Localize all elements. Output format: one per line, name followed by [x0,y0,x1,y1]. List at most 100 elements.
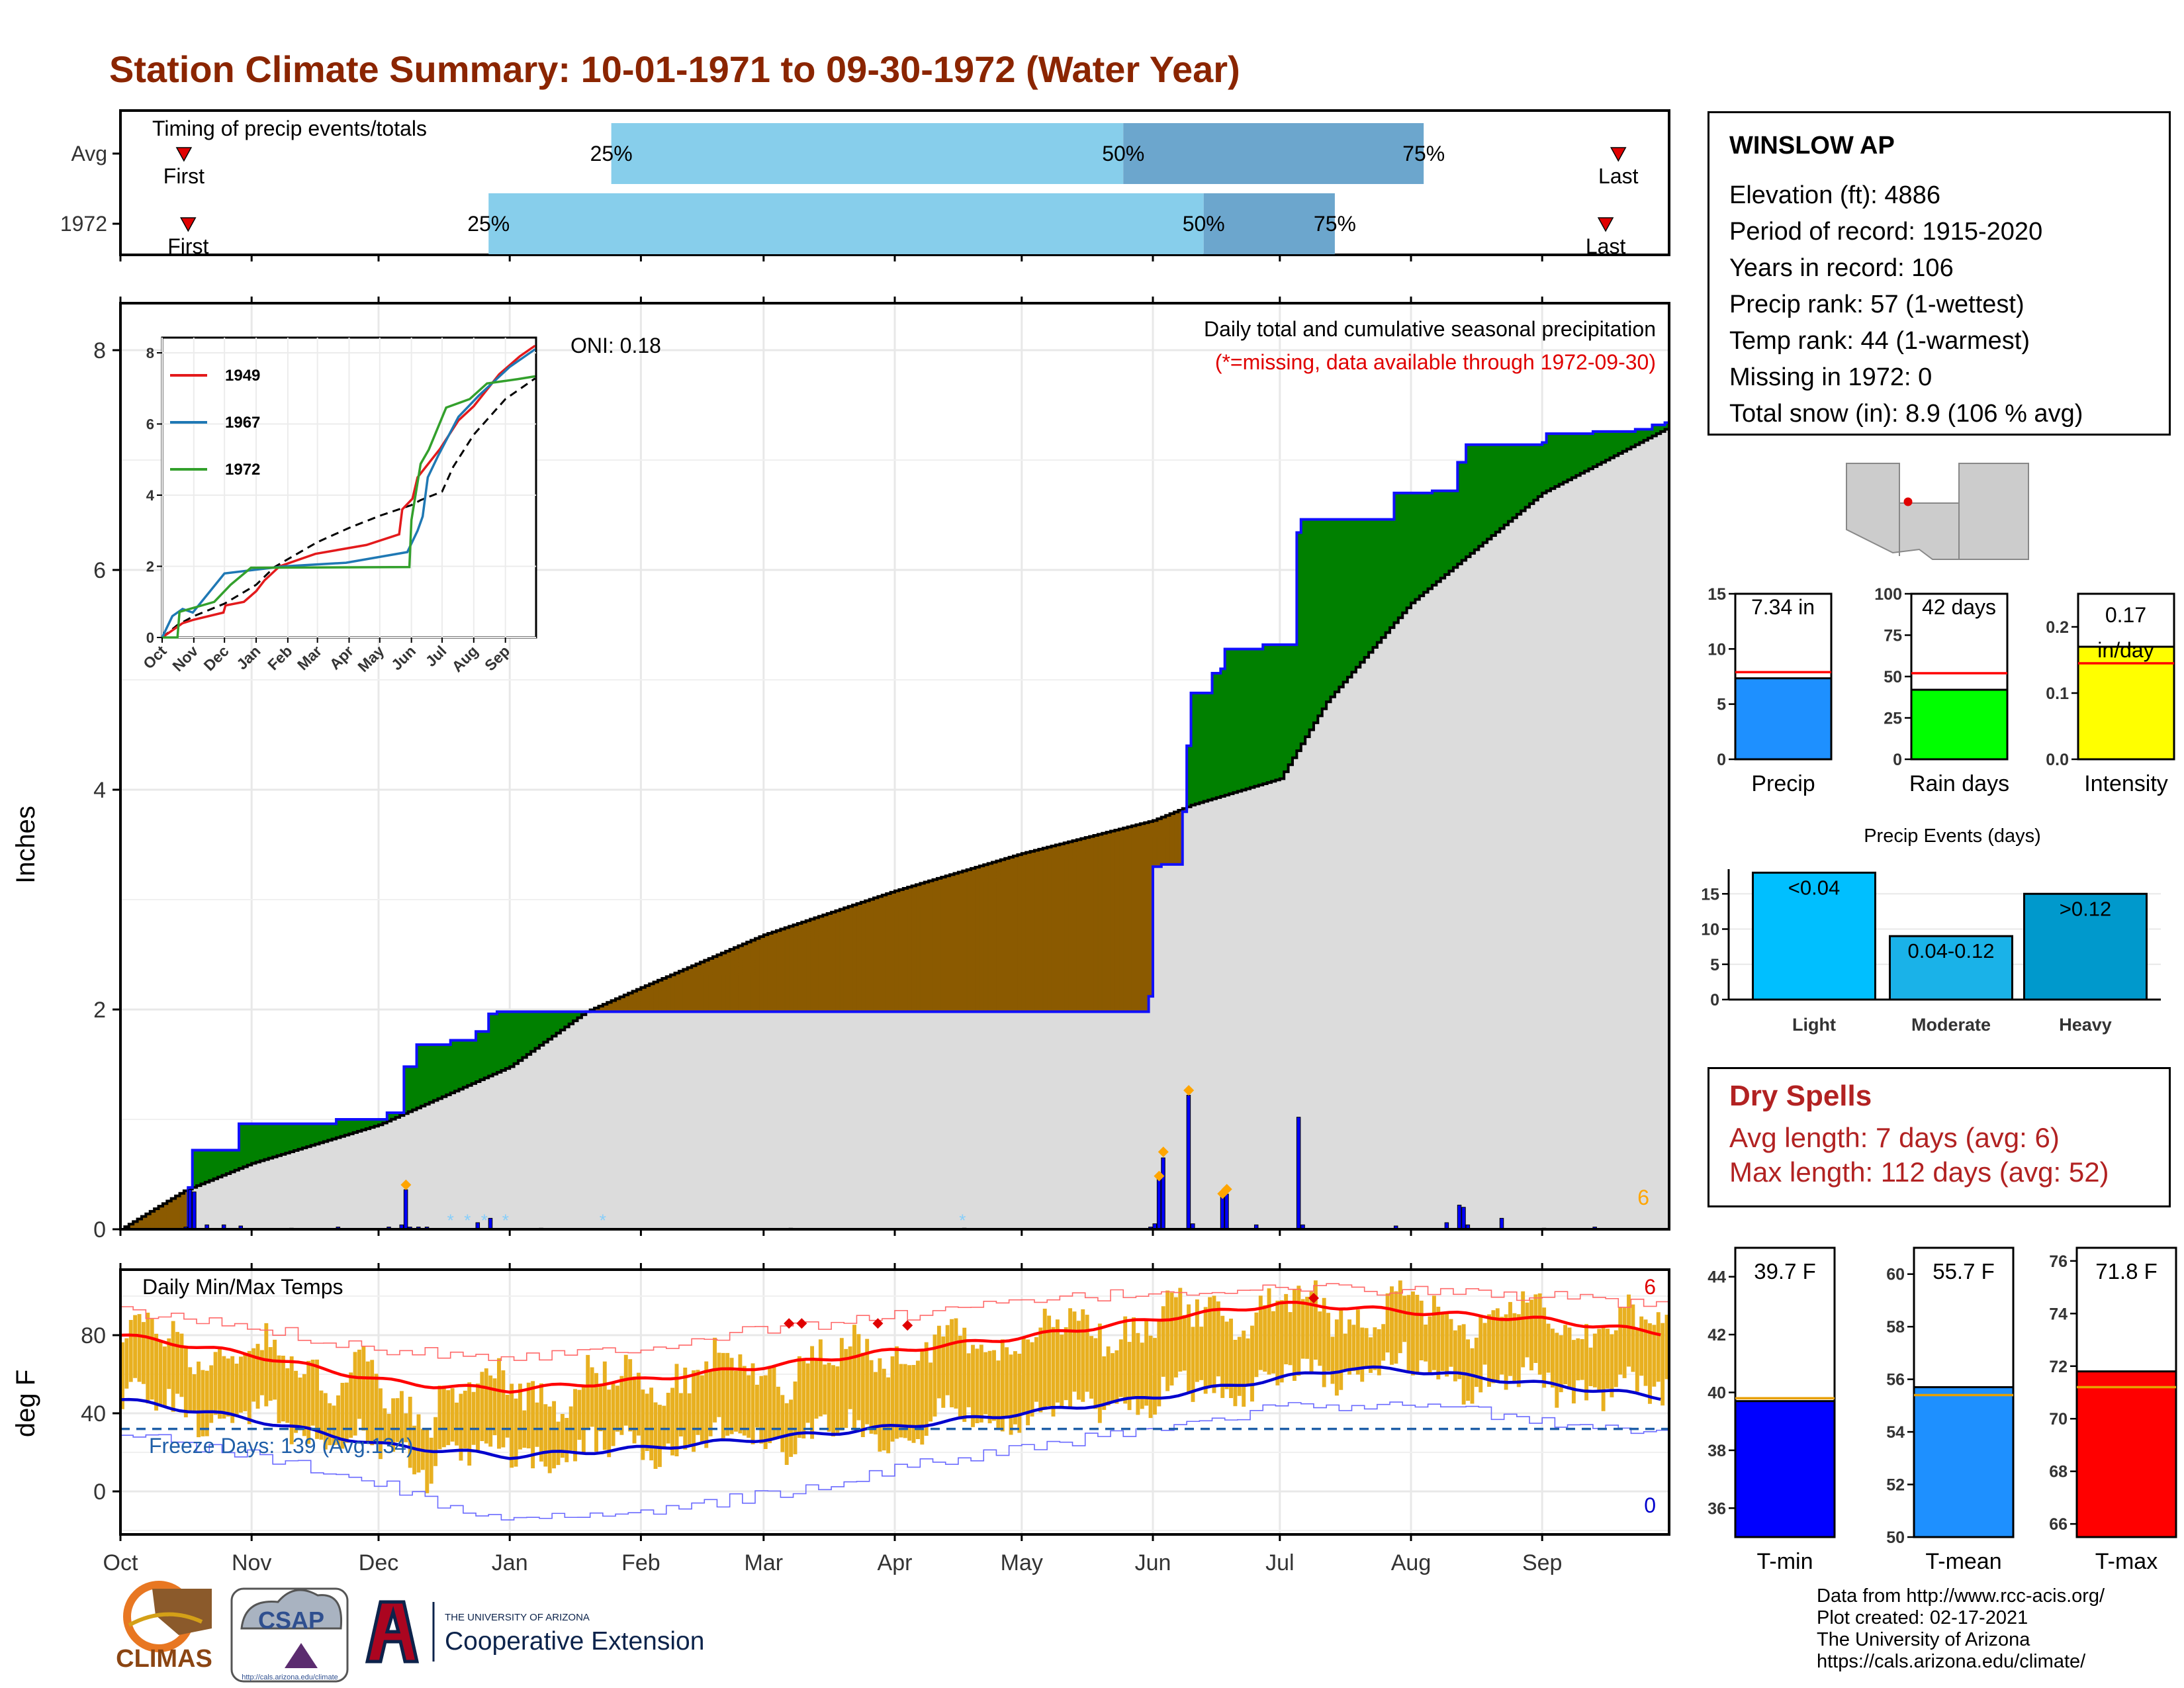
ua-logo-big-text: Cooperative Extension [445,1627,704,1656]
station-temp-rank: Temp rank: 44 (1-warmest) [1729,327,2030,355]
tmin-summary-y-tick-label: 36 [1707,1499,1726,1518]
temp-record-low-count: 0 [1644,1493,1656,1517]
climas-logo-arc [128,1612,203,1627]
temp-x-tick-label: Mar [745,1550,784,1575]
precip-summary-label: Precip [1751,771,1815,796]
tmean-summary-y-tick-label: 60 [1886,1266,1905,1284]
temp-record-min-line [120,1401,1669,1521]
tmax-summary-y-tick-label: 74 [2049,1305,2068,1323]
tmean-summary-y-tick-label: 50 [1886,1528,1905,1547]
temp-record-high-marker [796,1318,807,1329]
timing-last-label: Last [1586,234,1626,258]
timing-bar-q50-q75 [1123,123,1424,184]
ua-logo-mark [365,1600,420,1664]
precip-daily-bar [1224,1194,1229,1230]
tmin-summary-bar [1734,1400,1836,1538]
precip-record-count: 6 [1637,1186,1649,1209]
events-category-label: Light [1792,1015,1836,1035]
events-category-label: Moderate [1911,1015,1991,1035]
station-missing: Missing in 1972: 0 [1729,363,1933,391]
rain-days-summary-bar [1910,688,2009,761]
precip-daily-bar [187,1189,193,1230]
timing-first-label: First [163,164,205,188]
climas-logo-shape [152,1589,212,1635]
precip-snow-marker: * [959,1210,966,1230]
temp-average-min-line [120,1365,1661,1460]
tmin-summary-y-tick-label: 44 [1707,1268,1726,1287]
inset-legend-label: 1967 [225,414,260,432]
station-name: WINSLOW AP [1729,132,1895,160]
precip-snow-marker: * [447,1210,454,1230]
precip-summary-y-tick-label: 5 [1717,696,1726,714]
precip-y-tick-label: 0 [93,1217,106,1243]
climas-logo-text: CLIMAS [116,1645,212,1673]
temp-x-tick-label: Jun [1135,1550,1171,1575]
timing-row-label: 1972 [60,212,107,236]
temp-record-high-marker [784,1318,795,1329]
precip-daily-bar [488,1217,493,1230]
timing-last-marker [1610,147,1627,162]
precip-snow-marker: * [464,1210,471,1230]
csap-logo-text: CSAP [258,1607,324,1634]
precip-record-marker [1154,1170,1165,1182]
temp-title: Daily Min/Max Temps [142,1275,343,1299]
events-category-label: Heavy [2059,1015,2112,1035]
inset-y-tick-label: 2 [146,559,154,575]
tmax-summary-y-tick-label: 72 [2049,1358,2068,1376]
timing-first-label: First [167,234,208,258]
precip-summary-value-label: 7.34 in [1751,595,1815,619]
temp-daily-bars [120,1280,1669,1493]
dry-spells-title: Dry Spells [1729,1080,1872,1112]
map-station-marker [1903,497,1913,506]
intensity-summary-value-unit: in/day [2097,638,2154,662]
rain-days-summary-y-tick-label: 0 [1893,751,1902,769]
intensity-summary-value-label: 0.17 [2105,603,2146,627]
tmax-summary-y-tick-label: 66 [2049,1515,2068,1534]
precip-daily-bar [1457,1204,1462,1230]
temp-record-high-count: 6 [1644,1275,1656,1299]
tmax-summary-value-label: 71.8 F [2095,1259,2158,1284]
events-bar [1889,935,2013,1001]
intensity-summary-bar [2077,645,2175,761]
precip-subtitle: (*=missing, data available through 1972-… [1215,350,1656,374]
rain-days-summary-y-tick-label: 25 [1884,710,1902,728]
timing-q50-label: 50% [1183,212,1225,236]
tmin-summary-label: T-min [1757,1549,1813,1574]
intensity-summary-label: Intensity [2084,771,2168,796]
temp-y-axis-label: deg F [11,1370,40,1437]
temp-x-tick-label: Feb [621,1550,660,1575]
timing-q25-label: 25% [590,142,633,165]
temp-x-tick-label: Nov [232,1550,271,1575]
rain-days-summary-y-tick-label: 75 [1884,627,1902,645]
ua-logo-small-text: THE UNIVERSITY OF ARIZONA [445,1612,590,1623]
precip-oni-label: ONI: 0.18 [570,334,661,357]
temp-x-tick-label: May [1001,1550,1043,1575]
inset-y-tick-label: 4 [146,487,155,504]
tmean-summary-value-label: 55.7 F [1933,1259,1995,1284]
temp-record-high-marker [902,1320,913,1331]
events-y-tick-label: 15 [1701,885,1719,904]
events-bar-label: <0.04 [1788,876,1840,899]
tmax-summary-label: T-max [2095,1549,2158,1574]
precip-summary-y-tick-label: 15 [1707,585,1726,604]
tmax-summary-bar [2075,1370,2177,1538]
precip-record-marker [1183,1085,1195,1096]
precip-daily-bar [1186,1094,1191,1230]
inset-series-line [161,348,536,638]
temp-record-max-line [120,1283,1669,1361]
temp-x-tick-label: Dec [359,1550,398,1575]
temperature-panel: Freeze Days: 139 (Avg:134) Daily Min/Max … [11,1263,1670,1575]
precip-daily-bar [1296,1117,1301,1230]
timing-first-marker [180,217,197,232]
inset-y-tick-label: 8 [146,345,154,361]
timing-row-label: Avg [71,142,107,165]
events-y-tick-label: 5 [1710,956,1719,974]
station-snow: Total snow (in): 8.9 (106 % avg) [1729,400,2083,428]
precip-record-marker [1221,1184,1232,1195]
tmin-summary-value-label: 39.7 F [1754,1259,1816,1284]
rain-days-summary-value-label: 42 days [1922,595,1996,619]
csap-logo-mountain [285,1643,318,1668]
temp-x-tick-label: Jan [492,1550,528,1575]
